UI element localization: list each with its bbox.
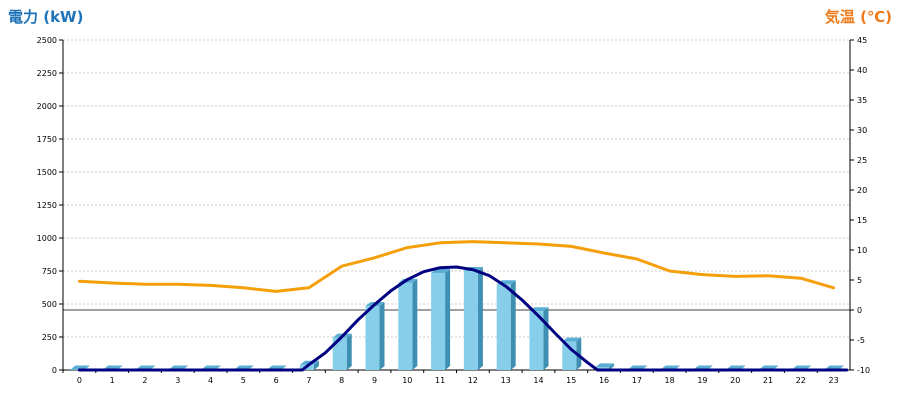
x-tick-label: 1 <box>110 376 115 385</box>
y-right-tick-label: 15 <box>857 216 867 225</box>
y-left-tick-label: 750 <box>42 267 57 276</box>
x-tick-label: 17 <box>632 376 642 385</box>
bar-side <box>379 301 385 370</box>
bar-side <box>412 278 418 370</box>
x-tick-label: 13 <box>501 376 511 385</box>
x-tick-label: 20 <box>730 376 740 385</box>
y-right-tick-label: -10 <box>857 366 870 375</box>
bar <box>562 341 577 370</box>
x-tick-label: 19 <box>697 376 707 385</box>
x-tick-label: 21 <box>763 376 773 385</box>
power-line <box>77 265 849 372</box>
x-tick-label: 9 <box>372 376 377 385</box>
y-right-tick-label: 40 <box>857 66 867 75</box>
y-axis-left-title: 電力 (kW) <box>8 8 84 26</box>
bar <box>529 311 544 370</box>
x-tick-label: 16 <box>599 376 609 385</box>
x-tick-label: 2 <box>142 376 147 385</box>
y-right-tick-label: 5 <box>857 276 862 285</box>
bar-top <box>562 337 582 342</box>
x-tick-label: 14 <box>533 376 543 385</box>
bar <box>365 305 380 370</box>
x-tick-label: 11 <box>435 376 445 385</box>
y-right-tick-label: 30 <box>857 126 867 135</box>
y-left-tick-label: 2250 <box>37 69 57 78</box>
bar-top <box>595 363 615 368</box>
x-tick-label: 0 <box>77 376 82 385</box>
y-left-tick-label: 1500 <box>37 168 57 177</box>
temperature-line <box>77 240 836 293</box>
y-right-tick-label: 25 <box>857 156 867 165</box>
bar-side <box>477 267 483 370</box>
x-tick-label: 7 <box>306 376 311 385</box>
x-tick-label: 23 <box>829 376 839 385</box>
x-tick-label: 4 <box>208 376 213 385</box>
bar <box>398 282 413 370</box>
bar <box>463 271 478 370</box>
y-left-tick-label: 0 <box>52 366 57 375</box>
bar-side <box>445 268 451 370</box>
y-right-tick-label: 0 <box>857 306 862 315</box>
y-right-tick-label: 10 <box>857 246 867 255</box>
x-tick-label: 10 <box>402 376 412 385</box>
y-right-tick-label: 20 <box>857 186 867 195</box>
x-tick-label: 3 <box>175 376 180 385</box>
y-right-tick-label: -5 <box>857 336 865 345</box>
y-left-tick-label: 1750 <box>37 135 57 144</box>
bar-side <box>313 360 319 370</box>
y-left-tick-label: 250 <box>42 333 57 342</box>
y-left-tick-label: 2500 <box>37 36 57 45</box>
y-left-tick-label: 500 <box>42 300 57 309</box>
bar <box>496 284 511 370</box>
x-tick-label: 12 <box>468 376 478 385</box>
x-tick-label: 18 <box>665 376 675 385</box>
y-left-tick-label: 1250 <box>37 201 57 210</box>
bar <box>332 337 347 370</box>
bar-side <box>510 280 516 370</box>
y-axis-right-title: 気温 (℃) <box>824 8 892 26</box>
x-tick-label: 22 <box>796 376 806 385</box>
y-right-tick-label: 35 <box>857 96 867 105</box>
y-left-tick-label: 2000 <box>37 102 57 111</box>
x-tick-label: 8 <box>339 376 344 385</box>
x-tick-label: 5 <box>241 376 246 385</box>
x-tick-label: 15 <box>566 376 576 385</box>
bar-side <box>609 363 615 370</box>
y-right-tick-label: 45 <box>857 36 867 45</box>
y-left-tick-label: 1000 <box>37 234 57 243</box>
bar-side <box>346 333 352 370</box>
x-tick-label: 6 <box>274 376 279 385</box>
bar <box>70 369 85 370</box>
bar <box>431 272 446 370</box>
bar-side <box>543 307 549 370</box>
